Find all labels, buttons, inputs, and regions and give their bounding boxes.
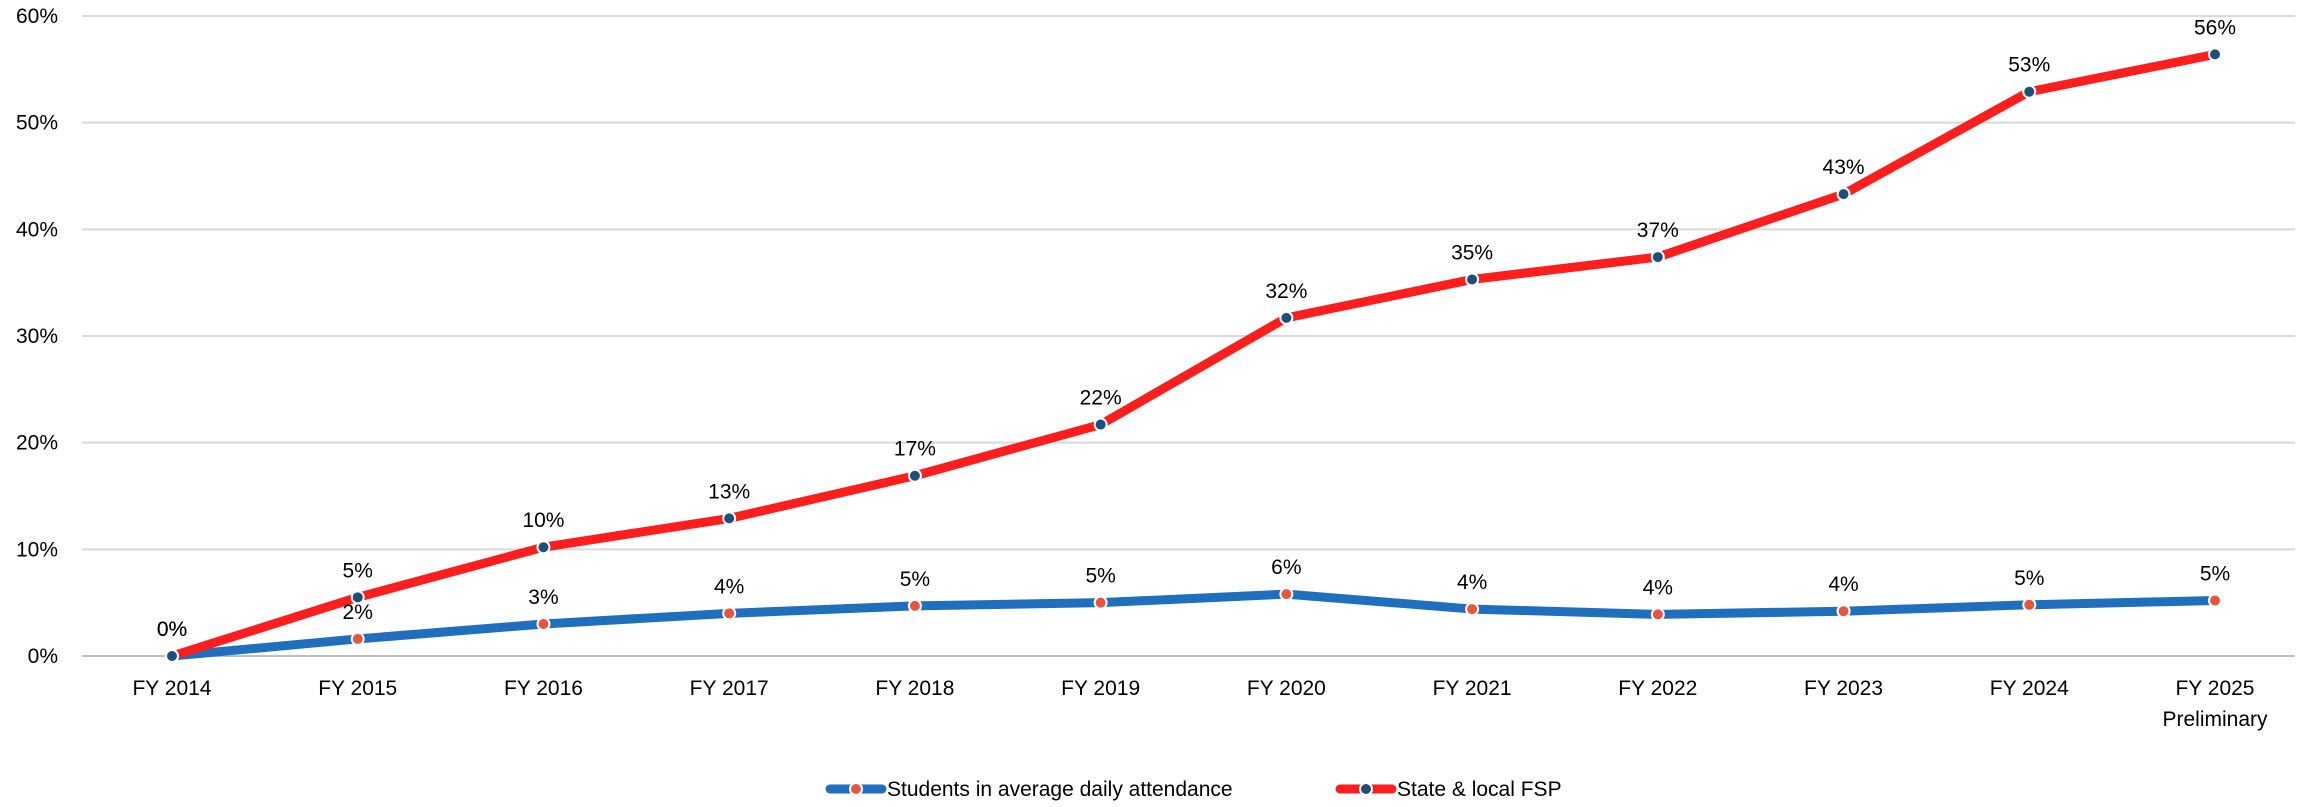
x-tick-label: FY 2020 xyxy=(1247,677,1326,700)
x-tick-label: FY 2023 xyxy=(1804,677,1883,700)
data-point xyxy=(2208,47,2222,62)
data-point xyxy=(1836,187,1851,202)
x-tick-label: Preliminary xyxy=(2162,708,2268,731)
data-point xyxy=(722,606,737,621)
y-tick-label: 40% xyxy=(16,218,58,241)
data-label: 6% xyxy=(1271,556,1301,579)
data-label: 37% xyxy=(1637,219,1679,242)
legend-label: Students in average daily attendance xyxy=(887,778,1233,801)
data-label: 4% xyxy=(714,575,744,598)
y-axis-ticks: 0% 10% 20% 30% 40% 50% 60% xyxy=(16,5,58,668)
data-point xyxy=(1279,310,1294,325)
y-tick-label: 0% xyxy=(28,645,58,668)
x-tick-label: FY 2024 xyxy=(1990,677,2069,700)
data-label: 56% xyxy=(2194,16,2236,39)
data-label: 5% xyxy=(2200,563,2230,586)
x-tick-label: FY 2014 xyxy=(132,677,211,700)
x-tick-label: FY 2019 xyxy=(1061,677,1140,700)
y-tick-label: 30% xyxy=(16,325,58,348)
data-point xyxy=(907,468,922,483)
data-label: 3% xyxy=(528,586,558,609)
data-point xyxy=(2022,597,2037,612)
x-tick-label: FY 2018 xyxy=(875,677,954,700)
x-tick-label: FY 2022 xyxy=(1618,677,1697,700)
data-label: 53% xyxy=(2008,54,2050,77)
data-label: 43% xyxy=(1823,156,1865,179)
data-label: 0% xyxy=(157,618,187,641)
data-point xyxy=(1465,272,1480,287)
data-label: 13% xyxy=(708,480,750,503)
data-point xyxy=(1093,595,1108,610)
data-point xyxy=(722,511,737,526)
y-tick-label: 50% xyxy=(16,112,58,135)
x-tick-label: FY 2021 xyxy=(1433,677,1512,700)
data-point xyxy=(1836,604,1851,619)
data-point xyxy=(2208,593,2222,608)
data-point xyxy=(165,649,179,663)
legend-swatch-marker xyxy=(1359,782,1373,796)
data-point xyxy=(2022,84,2037,99)
series-lines xyxy=(165,47,2222,663)
legend: Students in average daily attendance Stat… xyxy=(825,778,1562,801)
data-label: 10% xyxy=(522,509,564,532)
series-line xyxy=(167,49,2220,661)
data-label: 4% xyxy=(1828,573,1858,596)
data-point xyxy=(350,590,365,605)
data-point xyxy=(350,631,365,646)
data-point xyxy=(536,617,551,631)
y-tick-label: 20% xyxy=(16,432,58,455)
data-label: 35% xyxy=(1451,241,1493,264)
data-label: 5% xyxy=(343,559,373,582)
legend-swatch-marker xyxy=(849,782,863,796)
x-tick-label: FY 2015 xyxy=(318,677,397,700)
data-label: 5% xyxy=(900,568,930,591)
data-label: 4% xyxy=(1457,571,1487,594)
data-label: 2% xyxy=(343,601,373,624)
data-label: 5% xyxy=(2014,567,2044,590)
data-label: 17% xyxy=(894,438,936,461)
data-point xyxy=(1465,602,1480,617)
x-axis-ticks: FY 2014 FY 2015 FY 2016 FY 2017 FY 2018 FY 20… xyxy=(132,677,2268,731)
x-tick-label: FY 2025 xyxy=(2175,677,2254,700)
data-label: 4% xyxy=(1643,576,1673,599)
data-label: 5% xyxy=(1085,565,1115,588)
series-line xyxy=(167,589,2220,661)
data-point xyxy=(1650,607,1665,622)
legend-label: State & local FSP xyxy=(1397,778,1562,801)
gridlines xyxy=(82,15,2295,657)
data-label: 0% xyxy=(157,618,187,641)
y-tick-label: 10% xyxy=(16,538,58,561)
data-point xyxy=(1093,417,1108,432)
x-tick-label: FY 2017 xyxy=(690,677,769,700)
x-tick-label: FY 2016 xyxy=(504,677,583,700)
data-label: 32% xyxy=(1265,280,1307,303)
data-label: 22% xyxy=(1080,387,1122,410)
data-point xyxy=(1279,587,1294,602)
data-point xyxy=(1650,250,1665,265)
data-labels: 0%2%3% 4% 5% 5% 6%4% 4% 4% 5% 5%0%5%10%13%17%22%… xyxy=(157,16,2236,641)
data-point xyxy=(536,540,551,555)
data-point xyxy=(907,598,922,613)
y-tick-label: 60% xyxy=(16,5,58,28)
